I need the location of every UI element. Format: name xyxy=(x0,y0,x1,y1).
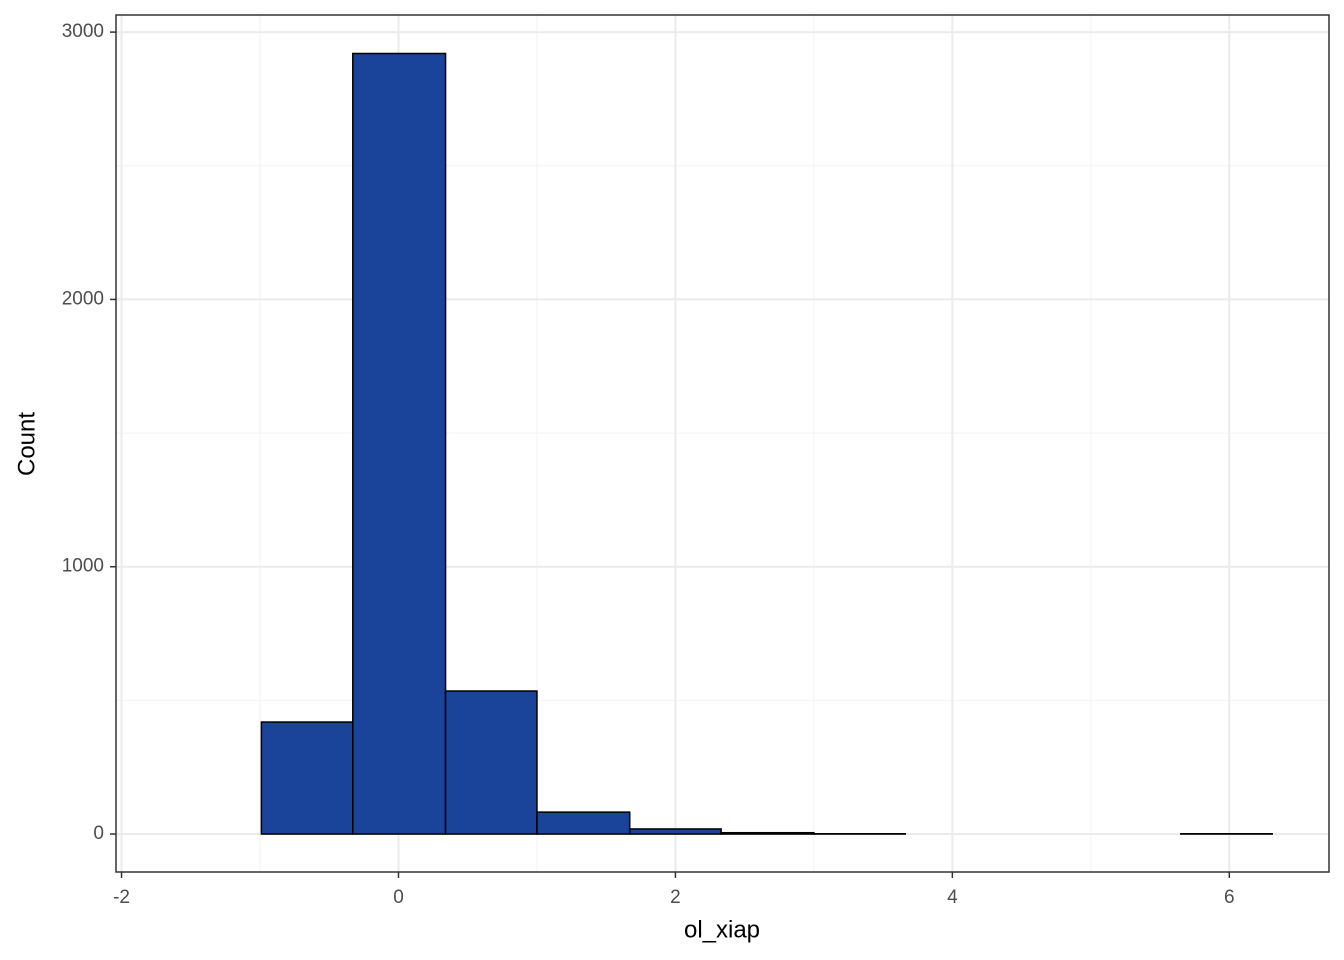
histogram-bar xyxy=(720,831,815,835)
x-tick-label: 2 xyxy=(670,887,681,908)
histogram-bar xyxy=(260,721,354,835)
y-tick-label: 1000 xyxy=(62,556,104,577)
x-tick-label: -2 xyxy=(113,887,130,908)
x-axis-title: ol_xiap xyxy=(684,916,760,943)
histogram-bar xyxy=(536,811,631,835)
plot-border xyxy=(115,14,1330,873)
y-tick-label: 3000 xyxy=(62,21,104,42)
histogram-bar xyxy=(444,690,538,835)
x-tick-label: 0 xyxy=(393,887,404,908)
histogram-bar xyxy=(628,828,722,835)
y-axis-title: Count xyxy=(13,412,40,476)
histogram-bar xyxy=(352,52,447,835)
y-tick-label: 0 xyxy=(93,823,104,844)
y-tick-label: 2000 xyxy=(62,288,104,309)
x-tick-label: 4 xyxy=(947,887,958,908)
x-tick-label: 6 xyxy=(1224,887,1235,908)
